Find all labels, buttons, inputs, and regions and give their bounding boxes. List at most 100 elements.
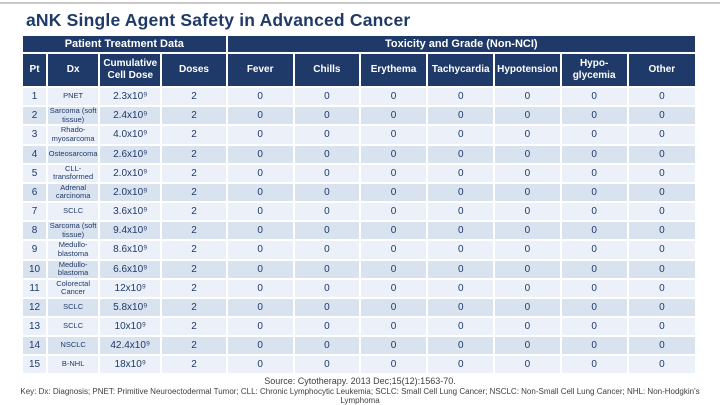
- tox-fever: 0: [227, 145, 293, 163]
- cumulative-cell-dose: 2.0x10⁹: [100, 183, 161, 201]
- doses-count: 2: [162, 145, 226, 163]
- patient-number: 5: [23, 164, 47, 182]
- patient-number: 1: [23, 88, 47, 105]
- tox-other: 0: [628, 260, 695, 278]
- cumulative-cell-dose: 12x10⁹: [100, 279, 161, 297]
- tox-fever: 0: [227, 318, 293, 335]
- tox-tachycardia: 0: [428, 222, 494, 240]
- tox-erythema: 0: [360, 107, 427, 125]
- tox-tachycardia: 0: [428, 356, 494, 373]
- tox-fever: 0: [227, 88, 293, 105]
- table-body: 1 PNET 2.3x10⁹ 2 0 0 0 0 0 0 0 2 Sarcoma…: [23, 88, 695, 373]
- tox-fever: 0: [227, 337, 293, 354]
- tox-hypoglycemia: 0: [561, 107, 627, 125]
- tox-hypoglycemia: 0: [561, 318, 627, 335]
- diagnosis: Sarcoma (soft tissue): [48, 222, 99, 240]
- tox-hypoglycemia: 0: [561, 279, 627, 297]
- diagnosis: CLL- transformed: [48, 164, 99, 182]
- table-row: 5 CLL- transformed 2.0x10⁹ 2 0 0 0 0 0 0…: [23, 164, 695, 182]
- tox-hypotension: 0: [495, 299, 560, 316]
- table-row: 13 SCLC 10x10⁹ 2 0 0 0 0 0 0 0: [23, 318, 695, 335]
- tox-erythema: 0: [360, 88, 427, 105]
- tox-hypoglycemia: 0: [561, 356, 627, 373]
- patient-number: 12: [23, 299, 47, 316]
- tox-fever: 0: [227, 356, 293, 373]
- tox-fever: 0: [227, 241, 293, 259]
- cumulative-cell-dose: 5.8x10⁹: [100, 299, 161, 316]
- safety-table: Patient Treatment Data Toxicity and Grad…: [21, 34, 697, 375]
- tox-erythema: 0: [360, 318, 427, 335]
- table-row: 10 Medullo- blastoma 6.6x10⁹ 2 0 0 0 0 0…: [23, 260, 695, 278]
- tox-fever: 0: [227, 164, 293, 182]
- tox-chills: 0: [294, 203, 359, 220]
- cumulative-cell-dose: 2.3x10⁹: [100, 88, 161, 105]
- diagnosis: Medullo- blastoma: [48, 260, 99, 278]
- doses-count: 2: [162, 356, 226, 373]
- tox-other: 0: [628, 107, 695, 125]
- tox-hypotension: 0: [495, 356, 560, 373]
- col-doses: Doses: [162, 54, 226, 86]
- tox-tachycardia: 0: [428, 164, 494, 182]
- tox-hypotension: 0: [495, 88, 560, 105]
- tox-hypoglycemia: 0: [561, 222, 627, 240]
- table-row: 2 Sarcoma (soft tissue) 2.4x10⁹ 2 0 0 0 …: [23, 107, 695, 125]
- group-patient-treatment-data: Patient Treatment Data: [23, 36, 226, 52]
- cumulative-cell-dose: 9.4x10⁹: [100, 222, 161, 240]
- cumulative-cell-dose: 10x10⁹: [100, 318, 161, 335]
- tox-chills: 0: [294, 356, 359, 373]
- diagnosis: Colorectal Cancer: [48, 279, 99, 297]
- patient-number: 7: [23, 203, 47, 220]
- tox-erythema: 0: [360, 241, 427, 259]
- col-hypoglycemia: Hypo- glycemia: [561, 54, 627, 86]
- page-title: aNK Single Agent Safety in Advanced Canc…: [26, 10, 411, 30]
- tox-hypotension: 0: [495, 107, 560, 125]
- col-pt: Pt: [23, 54, 47, 86]
- doses-count: 2: [162, 222, 226, 240]
- tox-erythema: 0: [360, 337, 427, 354]
- cumulative-cell-dose: 42.4x10⁹: [100, 337, 161, 354]
- patient-number: 9: [23, 241, 47, 259]
- tox-hypoglycemia: 0: [561, 183, 627, 201]
- tox-hypotension: 0: [495, 241, 560, 259]
- patient-number: 15: [23, 356, 47, 373]
- doses-count: 2: [162, 260, 226, 278]
- doses-count: 2: [162, 337, 226, 354]
- table-row: 9 Medullo- blastoma 8.6x10⁹ 2 0 0 0 0 0 …: [23, 241, 695, 259]
- tox-tachycardia: 0: [428, 126, 494, 144]
- doses-count: 2: [162, 183, 226, 201]
- diagnosis: Sarcoma (soft tissue): [48, 107, 99, 125]
- tox-tachycardia: 0: [428, 279, 494, 297]
- diagnosis: Rhado- myosarcoma: [48, 126, 99, 144]
- tox-chills: 0: [294, 279, 359, 297]
- table-row: 11 Colorectal Cancer 12x10⁹ 2 0 0 0 0 0 …: [23, 279, 695, 297]
- tox-other: 0: [628, 145, 695, 163]
- doses-count: 2: [162, 126, 226, 144]
- cumulative-cell-dose: 2.0x10⁹: [100, 164, 161, 182]
- tox-fever: 0: [227, 126, 293, 144]
- tox-erythema: 0: [360, 260, 427, 278]
- table-row: 12 SCLC 5.8x10⁹ 2 0 0 0 0 0 0 0: [23, 299, 695, 316]
- patient-number: 10: [23, 260, 47, 278]
- patient-number: 4: [23, 145, 47, 163]
- tox-tachycardia: 0: [428, 318, 494, 335]
- tox-hypoglycemia: 0: [561, 241, 627, 259]
- patient-number: 14: [23, 337, 47, 354]
- cumulative-cell-dose: 8.6x10⁹: [100, 241, 161, 259]
- tox-tachycardia: 0: [428, 107, 494, 125]
- tox-hypotension: 0: [495, 203, 560, 220]
- tox-hypotension: 0: [495, 279, 560, 297]
- table-row: 14 NSCLC 42.4x10⁹ 2 0 0 0 0 0 0 0: [23, 337, 695, 354]
- tox-fever: 0: [227, 260, 293, 278]
- table-row: 15 B-NHL 18x10⁹ 2 0 0 0 0 0 0 0: [23, 356, 695, 373]
- diagnosis: Osteosarcoma: [48, 145, 99, 163]
- tox-erythema: 0: [360, 356, 427, 373]
- table-row: 4 Osteosarcoma 2.6x10⁹ 2 0 0 0 0 0 0 0: [23, 145, 695, 163]
- tox-chills: 0: [294, 183, 359, 201]
- tox-hypotension: 0: [495, 183, 560, 201]
- tox-hypotension: 0: [495, 260, 560, 278]
- col-erythema: Erythema: [360, 54, 427, 86]
- patient-number: 3: [23, 126, 47, 144]
- tox-fever: 0: [227, 203, 293, 220]
- top-border-line: [0, 2, 720, 4]
- diagnosis: NSCLC: [48, 337, 99, 354]
